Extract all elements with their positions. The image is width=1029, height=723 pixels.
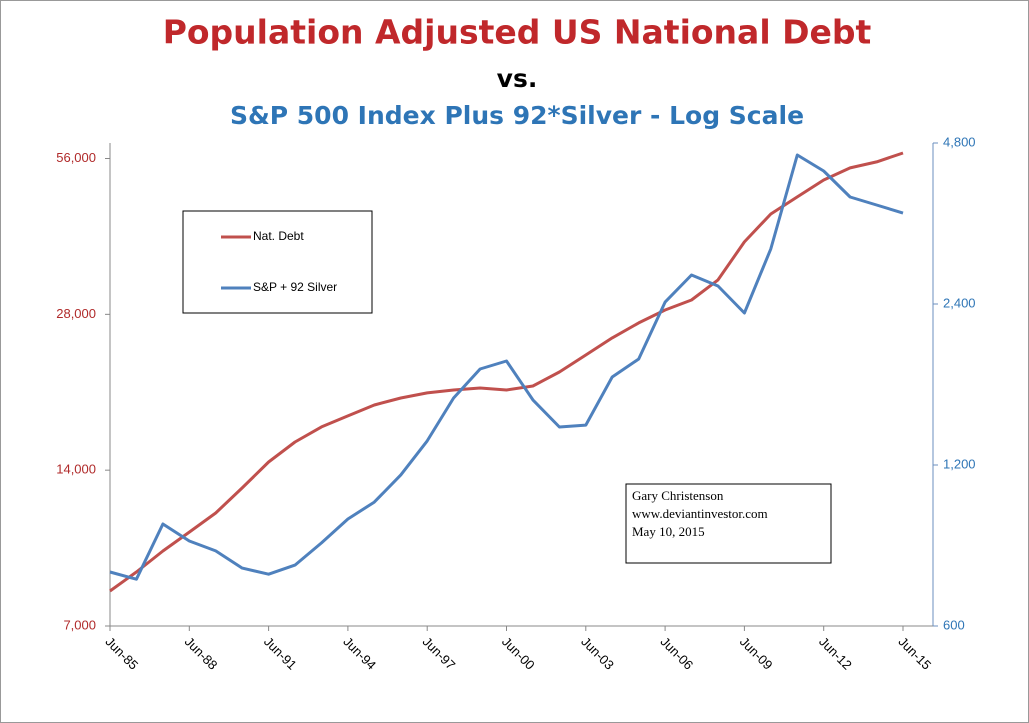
y-tick-label: 14,000 <box>56 462 96 477</box>
annotation: www.deviantinvestor.com <box>632 506 768 521</box>
chart-subtitle: S&P 500 Index Plus 92*Silver - Log Scale <box>230 101 804 130</box>
chart-title: Population Adjusted US National Debt <box>163 13 872 52</box>
data-line <box>109 151 904 593</box>
y-tick-label: 28,000 <box>56 306 96 321</box>
annotation-box <box>625 483 832 564</box>
legend-label: Nat. Debt <box>253 229 304 243</box>
y-tick-label: 56,000 <box>56 150 96 165</box>
legend-label: S&P + 92 Silver <box>253 280 337 294</box>
chart-subtitle: vs. <box>497 64 538 93</box>
annotation: Gary Christenson <box>632 488 724 503</box>
annotation: May 10, 2015 <box>632 524 705 539</box>
y-tick-label: 7,000 <box>63 617 96 632</box>
y2-tick-label: 1,200 <box>943 456 976 471</box>
legend-box <box>182 210 373 314</box>
y2-tick-label: 4,800 <box>943 134 976 149</box>
data-line <box>109 153 904 581</box>
y2-tick-label: 600 <box>943 617 965 632</box>
y2-tick-label: 2,400 <box>943 295 976 310</box>
